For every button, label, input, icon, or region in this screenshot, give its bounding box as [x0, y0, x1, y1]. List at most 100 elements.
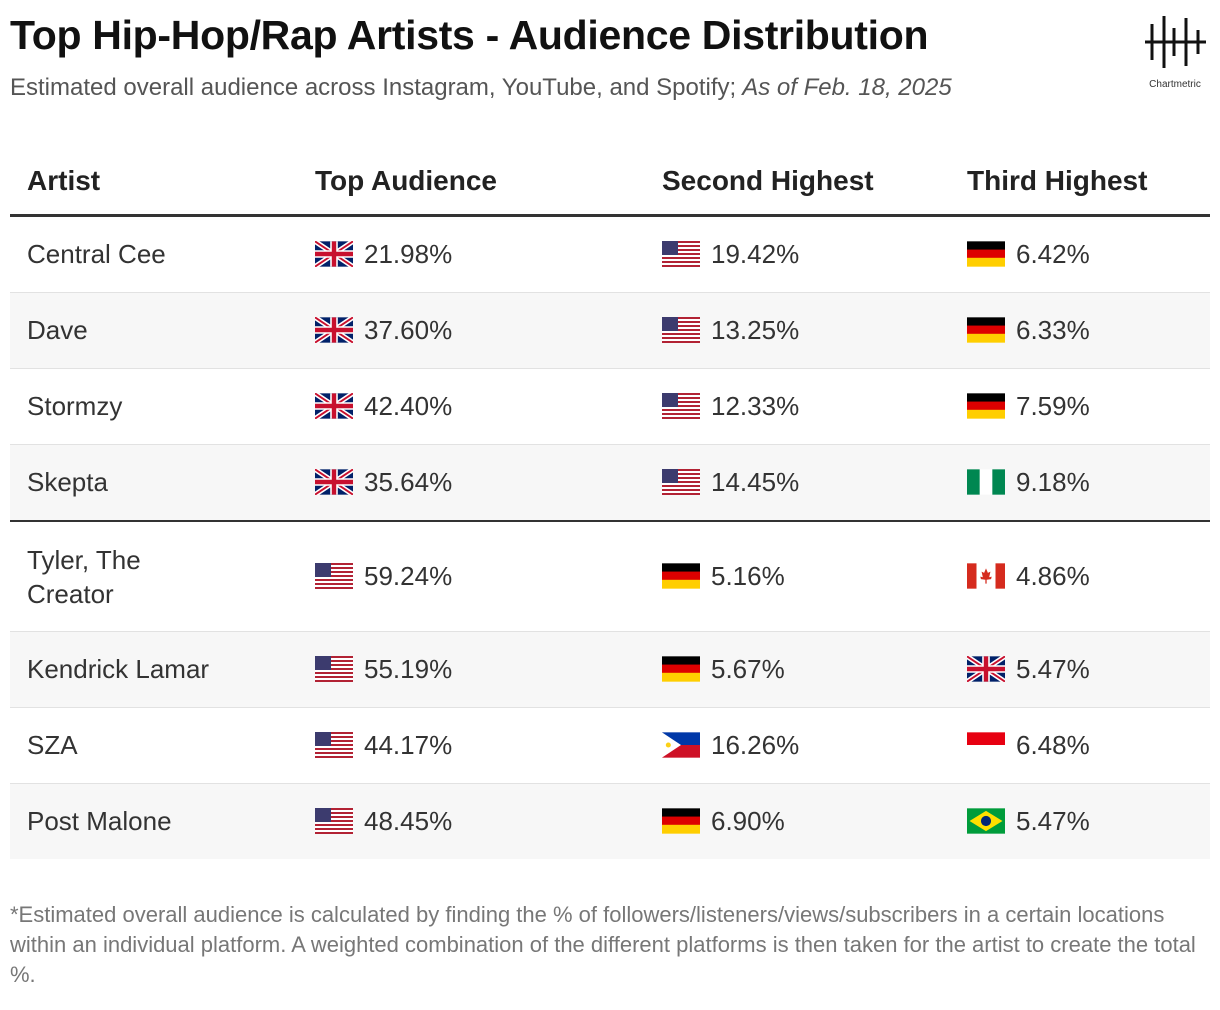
- cell: 19.42%: [645, 215, 950, 293]
- cell: 7.59%: [950, 368, 1210, 445]
- cell: 48.45%: [298, 783, 645, 859]
- value: 35.64%: [364, 467, 453, 497]
- flag: [967, 732, 1005, 758]
- value: 48.45%: [364, 806, 453, 836]
- cell: 42.40%: [298, 368, 645, 445]
- flag: [662, 732, 700, 758]
- value: 9.18%: [1016, 467, 1090, 497]
- cell: 37.60%: [298, 292, 645, 369]
- cell: 9.18%: [950, 444, 1210, 522]
- row: Skepta 35.64% 14.45% 9.18%: [10, 444, 1210, 522]
- value: 7.59%: [1016, 391, 1090, 421]
- cell: 21.98%: [298, 215, 645, 293]
- cell: 16.26%: [645, 707, 950, 784]
- value: 6.42%: [1016, 239, 1090, 269]
- value: 5.16%: [711, 561, 785, 591]
- value: 4.86%: [1016, 561, 1090, 591]
- cell: 6.48%: [950, 707, 1210, 784]
- flag: [662, 656, 700, 682]
- flag: [662, 808, 700, 834]
- value: 6.33%: [1016, 315, 1090, 345]
- value: 5.47%: [1016, 806, 1090, 836]
- value: 37.60%: [364, 315, 453, 345]
- column-header: Third Highest: [950, 148, 1210, 217]
- artist: Kendrick Lamar: [10, 631, 298, 708]
- column-header: Top Audience: [298, 148, 645, 217]
- cell: 12.33%: [645, 368, 950, 445]
- artist: SZA: [10, 707, 298, 784]
- cell: 5.67%: [645, 631, 950, 708]
- artist: Stormzy: [10, 368, 298, 445]
- flag: [315, 317, 353, 343]
- flag: [662, 393, 700, 419]
- row: Stormzy 42.40% 12.33% 7.59%: [10, 368, 1210, 445]
- title: Top Hip-Hop/Rap Artists - Audience Distr…: [10, 12, 929, 58]
- cell: 6.90%: [645, 783, 950, 859]
- value: 16.26%: [711, 730, 800, 760]
- cell: Tyler, The Creator: [10, 521, 298, 632]
- flag: [315, 241, 353, 267]
- value: 42.40%: [364, 391, 453, 421]
- cell: 6.42%: [950, 215, 1210, 293]
- cell: 4.86%: [950, 521, 1210, 632]
- value: 55.19%: [364, 654, 453, 684]
- artist: Skepta: [10, 444, 298, 522]
- cell: 14.45%: [645, 444, 950, 522]
- logo-icon: [1145, 16, 1206, 68]
- value: 44.17%: [364, 730, 453, 760]
- artist: Post Malone: [10, 783, 298, 859]
- row: Central Cee 21.98% 19.42% 6.42%: [10, 215, 1210, 293]
- value: 59.24%: [364, 561, 453, 591]
- subtitle: Estimated overall audience across Instag…: [10, 74, 952, 102]
- cell: 6.33%: [950, 292, 1210, 369]
- flag: [315, 808, 353, 834]
- flag: [662, 317, 700, 343]
- flag: [967, 808, 1005, 834]
- cell: 5.47%: [950, 631, 1210, 708]
- column-header: Second Highest: [645, 148, 950, 217]
- flag: [315, 656, 353, 682]
- column-header: Artist: [10, 148, 298, 217]
- footnote: *Estimated overall audience is calculate…: [10, 902, 1196, 987]
- value: 5.47%: [1016, 654, 1090, 684]
- artist: Tyler, The Creator: [27, 544, 141, 609]
- flag: [967, 469, 1005, 495]
- flag: [967, 317, 1005, 343]
- value: 19.42%: [711, 239, 800, 269]
- value: 6.90%: [711, 806, 785, 836]
- row: Kendrick Lamar 55.19% 5.67% 5.47%: [10, 631, 1210, 708]
- logo-text: Chartmetric: [1149, 79, 1201, 90]
- cell: 13.25%: [645, 292, 950, 369]
- flag: [662, 241, 700, 267]
- cell: 5.16%: [645, 521, 950, 632]
- artist: Dave: [10, 292, 298, 369]
- value: 21.98%: [364, 239, 453, 269]
- row: Tyler, The Creator 59.24% 5.16% 4.86%: [10, 521, 1210, 632]
- value: 5.67%: [711, 654, 785, 684]
- flag: [967, 241, 1005, 267]
- logo: Chartmetric: [1140, 10, 1210, 90]
- cell: 44.17%: [298, 707, 645, 784]
- cell: 59.24%: [298, 521, 645, 632]
- flag: [662, 563, 700, 589]
- cell: 35.64%: [298, 444, 645, 522]
- flag: [967, 393, 1005, 419]
- row: Post Malone 48.45% 6.90% 5.47%: [10, 783, 1210, 859]
- value: 14.45%: [711, 467, 800, 497]
- flag: [967, 563, 1005, 589]
- flag: [967, 656, 1005, 682]
- flag: [315, 469, 353, 495]
- subtitle-text: Estimated overall audience across Instag…: [10, 74, 737, 101]
- flag: [662, 469, 700, 495]
- subtitle-date: As of Feb. 18, 2025: [742, 74, 952, 101]
- artist: Central Cee: [10, 215, 298, 293]
- cell: 55.19%: [298, 631, 645, 708]
- flag: [315, 563, 353, 589]
- cell: 5.47%: [950, 783, 1210, 859]
- row: SZA 44.17% 16.26% 6.48%: [10, 707, 1210, 784]
- row: Dave 37.60% 13.25% 6.33%: [10, 292, 1210, 369]
- flag: [315, 393, 353, 419]
- audience-table: Artist Top Audience Second Highest Third…: [10, 148, 1210, 859]
- value: 12.33%: [711, 391, 800, 421]
